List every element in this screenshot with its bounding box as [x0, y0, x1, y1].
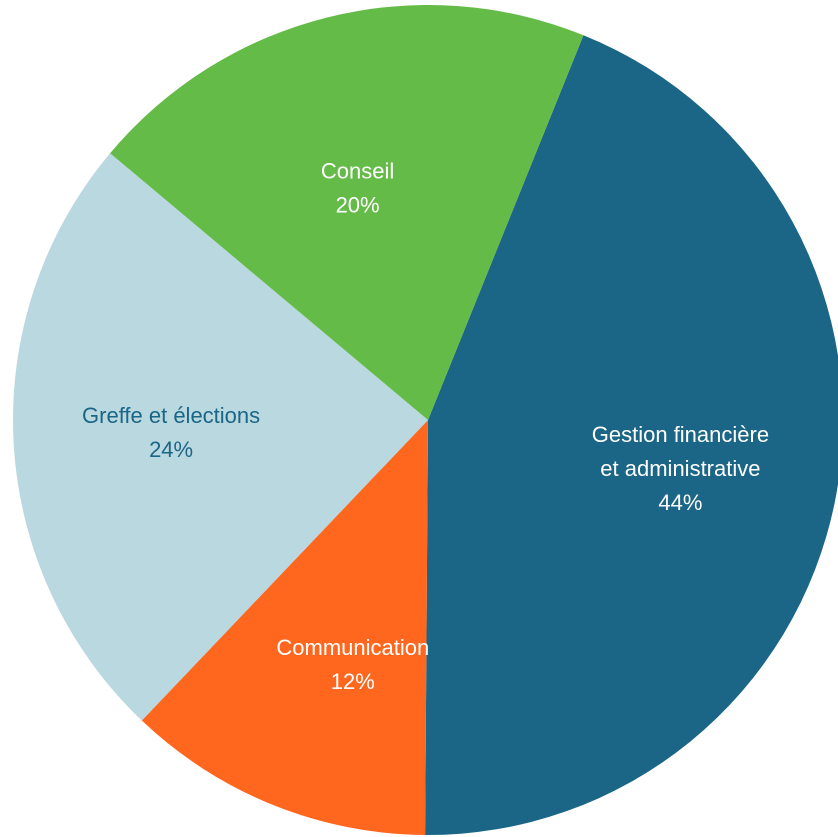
slice-label-gestion-financiere-et-administrative: Gestion financière et administrative 44% — [592, 422, 769, 515]
slice-category-label: Greffe et élections — [82, 403, 260, 428]
pie-slice-conseil — [110, 5, 584, 421]
slice-category-label: et administrative — [600, 456, 760, 481]
slice-percent-label: 24% — [149, 437, 193, 462]
slice-label-communication: Communication 12% — [276, 635, 429, 694]
slice-label-conseil: Conseil 20% — [321, 159, 394, 218]
slice-percent-label: 20% — [336, 193, 380, 218]
pie-slice-gestion-financiere-et-administrative — [425, 35, 838, 835]
slice-label-greffe-et-elections: Greffe et élections 24% — [82, 403, 260, 462]
slices-layer — [12, 5, 838, 835]
pie-slice-greffe-et-elections — [12, 153, 429, 721]
labels-layer: Gestion financière et administrative 44% Co… — [82, 159, 769, 694]
slice-percent-label: 12% — [331, 669, 375, 694]
slice-category-label: Conseil — [321, 159, 394, 184]
pie-slice-communication — [141, 420, 428, 835]
slice-category-label: Communication — [276, 635, 429, 660]
slice-percent-label: 44% — [658, 490, 702, 515]
slice-category-label: Gestion financière — [592, 422, 769, 447]
